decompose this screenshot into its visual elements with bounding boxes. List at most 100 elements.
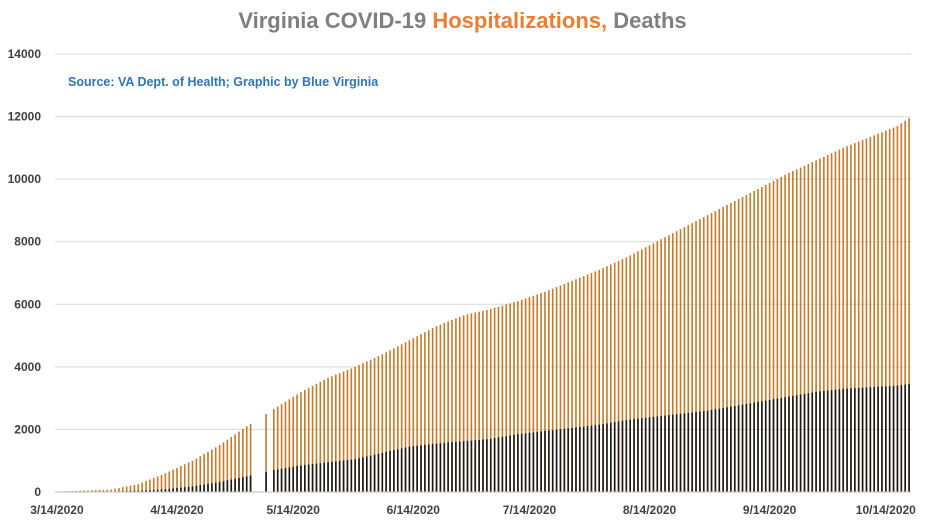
y-tick-label: 8000 bbox=[14, 235, 41, 249]
deaths-bar bbox=[443, 442, 446, 492]
deaths-bar bbox=[207, 483, 209, 492]
deaths-bar bbox=[644, 417, 647, 492]
hospitalizations-bar bbox=[424, 332, 426, 492]
deaths-bar bbox=[896, 385, 899, 492]
deaths-bar bbox=[528, 432, 531, 492]
deaths-bar bbox=[338, 460, 341, 492]
deaths-bar bbox=[772, 399, 775, 492]
hospitalizations-bar bbox=[644, 247, 647, 492]
deaths-bar bbox=[358, 458, 360, 492]
hospitalizations-bar bbox=[687, 225, 690, 492]
deaths-bar bbox=[780, 397, 783, 492]
hospitalizations-bar bbox=[94, 490, 97, 492]
hospitalizations-bar bbox=[826, 155, 829, 492]
deaths-bar bbox=[842, 388, 845, 492]
hospitalizations-bar bbox=[861, 140, 864, 493]
hospitalizations-bar bbox=[323, 379, 326, 492]
deaths-bar bbox=[536, 431, 539, 492]
hospitalizations-bar bbox=[455, 318, 457, 492]
hospitalizations-bar bbox=[362, 363, 364, 492]
deaths-bar bbox=[462, 441, 465, 492]
hospitalizations-bar bbox=[776, 178, 779, 493]
deaths-bar bbox=[881, 386, 883, 492]
deaths-bar bbox=[532, 432, 535, 492]
deaths-bar bbox=[404, 447, 407, 492]
deaths-bar bbox=[850, 388, 852, 492]
hospitalizations-bar bbox=[404, 342, 407, 492]
deaths-bar bbox=[544, 430, 546, 492]
deaths-bar bbox=[284, 468, 287, 492]
hospitalizations-bar bbox=[98, 489, 101, 492]
hospitalizations-bar bbox=[273, 409, 275, 492]
hospitalizations-bar bbox=[493, 307, 496, 492]
deaths-bar bbox=[784, 397, 786, 492]
hospitalizations-bar bbox=[447, 321, 449, 492]
deaths-bar bbox=[815, 391, 817, 492]
hospitalizations-bar bbox=[458, 316, 461, 492]
hospitalizations-bar bbox=[501, 305, 504, 492]
hospitalizations-bar bbox=[648, 245, 651, 492]
hospitalizations-bar bbox=[141, 482, 143, 492]
deaths-bar bbox=[540, 431, 542, 492]
deaths-bar bbox=[346, 460, 349, 492]
deaths-bar bbox=[319, 463, 322, 492]
hospitalizations-bar bbox=[226, 439, 229, 492]
hospitalizations-bar bbox=[784, 174, 786, 492]
deaths-bar bbox=[517, 434, 519, 492]
hospitalizations-bar bbox=[83, 490, 85, 492]
hospitalizations-bar bbox=[830, 153, 833, 493]
deaths-bar bbox=[218, 481, 221, 492]
hospitalizations-bar bbox=[726, 205, 728, 492]
deaths-bar bbox=[737, 405, 740, 492]
hospitalizations-bar bbox=[683, 227, 686, 492]
hospitalizations-bar bbox=[164, 473, 167, 492]
y-tick-label: 2000 bbox=[14, 422, 41, 436]
deaths-bar bbox=[474, 440, 477, 492]
hospitalizations-bar bbox=[699, 219, 701, 493]
hospitalizations-bar bbox=[846, 146, 848, 493]
deaths-bar bbox=[613, 422, 616, 492]
deaths-bar bbox=[691, 412, 693, 492]
source-note: Source: VA Dept. of Health; Graphic by B… bbox=[68, 75, 379, 89]
deaths-bar bbox=[617, 421, 620, 492]
hospitalizations-bar bbox=[823, 156, 825, 493]
hospitalizations-bar bbox=[389, 350, 391, 492]
hospitalizations-bar bbox=[567, 282, 570, 492]
hospitalizations-bar bbox=[373, 357, 376, 492]
hospitalizations-bar bbox=[354, 366, 356, 492]
hospitalizations-bar bbox=[284, 401, 287, 492]
hospitalizations-bar bbox=[393, 348, 395, 492]
deaths-bar bbox=[273, 470, 275, 492]
hospitalizations-bar bbox=[191, 460, 194, 492]
hospitalizations-bar bbox=[811, 162, 814, 492]
hospitalizations-bar bbox=[896, 125, 899, 492]
x-tick-label: 4/14/2020 bbox=[150, 503, 204, 517]
hospitalizations-bar bbox=[710, 213, 713, 492]
hospitalizations-bar bbox=[633, 253, 635, 492]
deaths-bar bbox=[176, 487, 178, 492]
hospitalizations-bar bbox=[311, 385, 314, 492]
y-tick-label: 6000 bbox=[14, 297, 41, 311]
deaths-bar bbox=[242, 477, 244, 492]
hospitalizations-bar bbox=[431, 328, 434, 492]
deaths-bar bbox=[342, 460, 345, 492]
deaths-bar bbox=[164, 489, 167, 492]
deaths-bar bbox=[509, 435, 511, 492]
hospitalizations-bar bbox=[199, 456, 202, 492]
x-tick-label: 9/14/2020 bbox=[743, 503, 797, 517]
hospitalizations-bar bbox=[381, 354, 384, 492]
deaths-bar bbox=[222, 481, 225, 492]
hospitalizations-bar bbox=[149, 479, 151, 492]
hospitalizations-bar bbox=[470, 313, 473, 492]
hospitalizations-bar bbox=[741, 197, 744, 493]
deaths-bar bbox=[323, 462, 326, 492]
deaths-bar bbox=[214, 482, 217, 492]
hospitalizations-bar bbox=[451, 319, 453, 492]
hospitalizations-bar bbox=[702, 217, 705, 492]
hospitalizations-bar bbox=[408, 340, 411, 492]
y-tick-label: 14000 bbox=[8, 47, 42, 61]
deaths-bar bbox=[811, 392, 814, 492]
deaths-bar bbox=[830, 390, 833, 492]
deaths-bar bbox=[385, 451, 387, 492]
hospitalizations-bar bbox=[819, 158, 821, 492]
